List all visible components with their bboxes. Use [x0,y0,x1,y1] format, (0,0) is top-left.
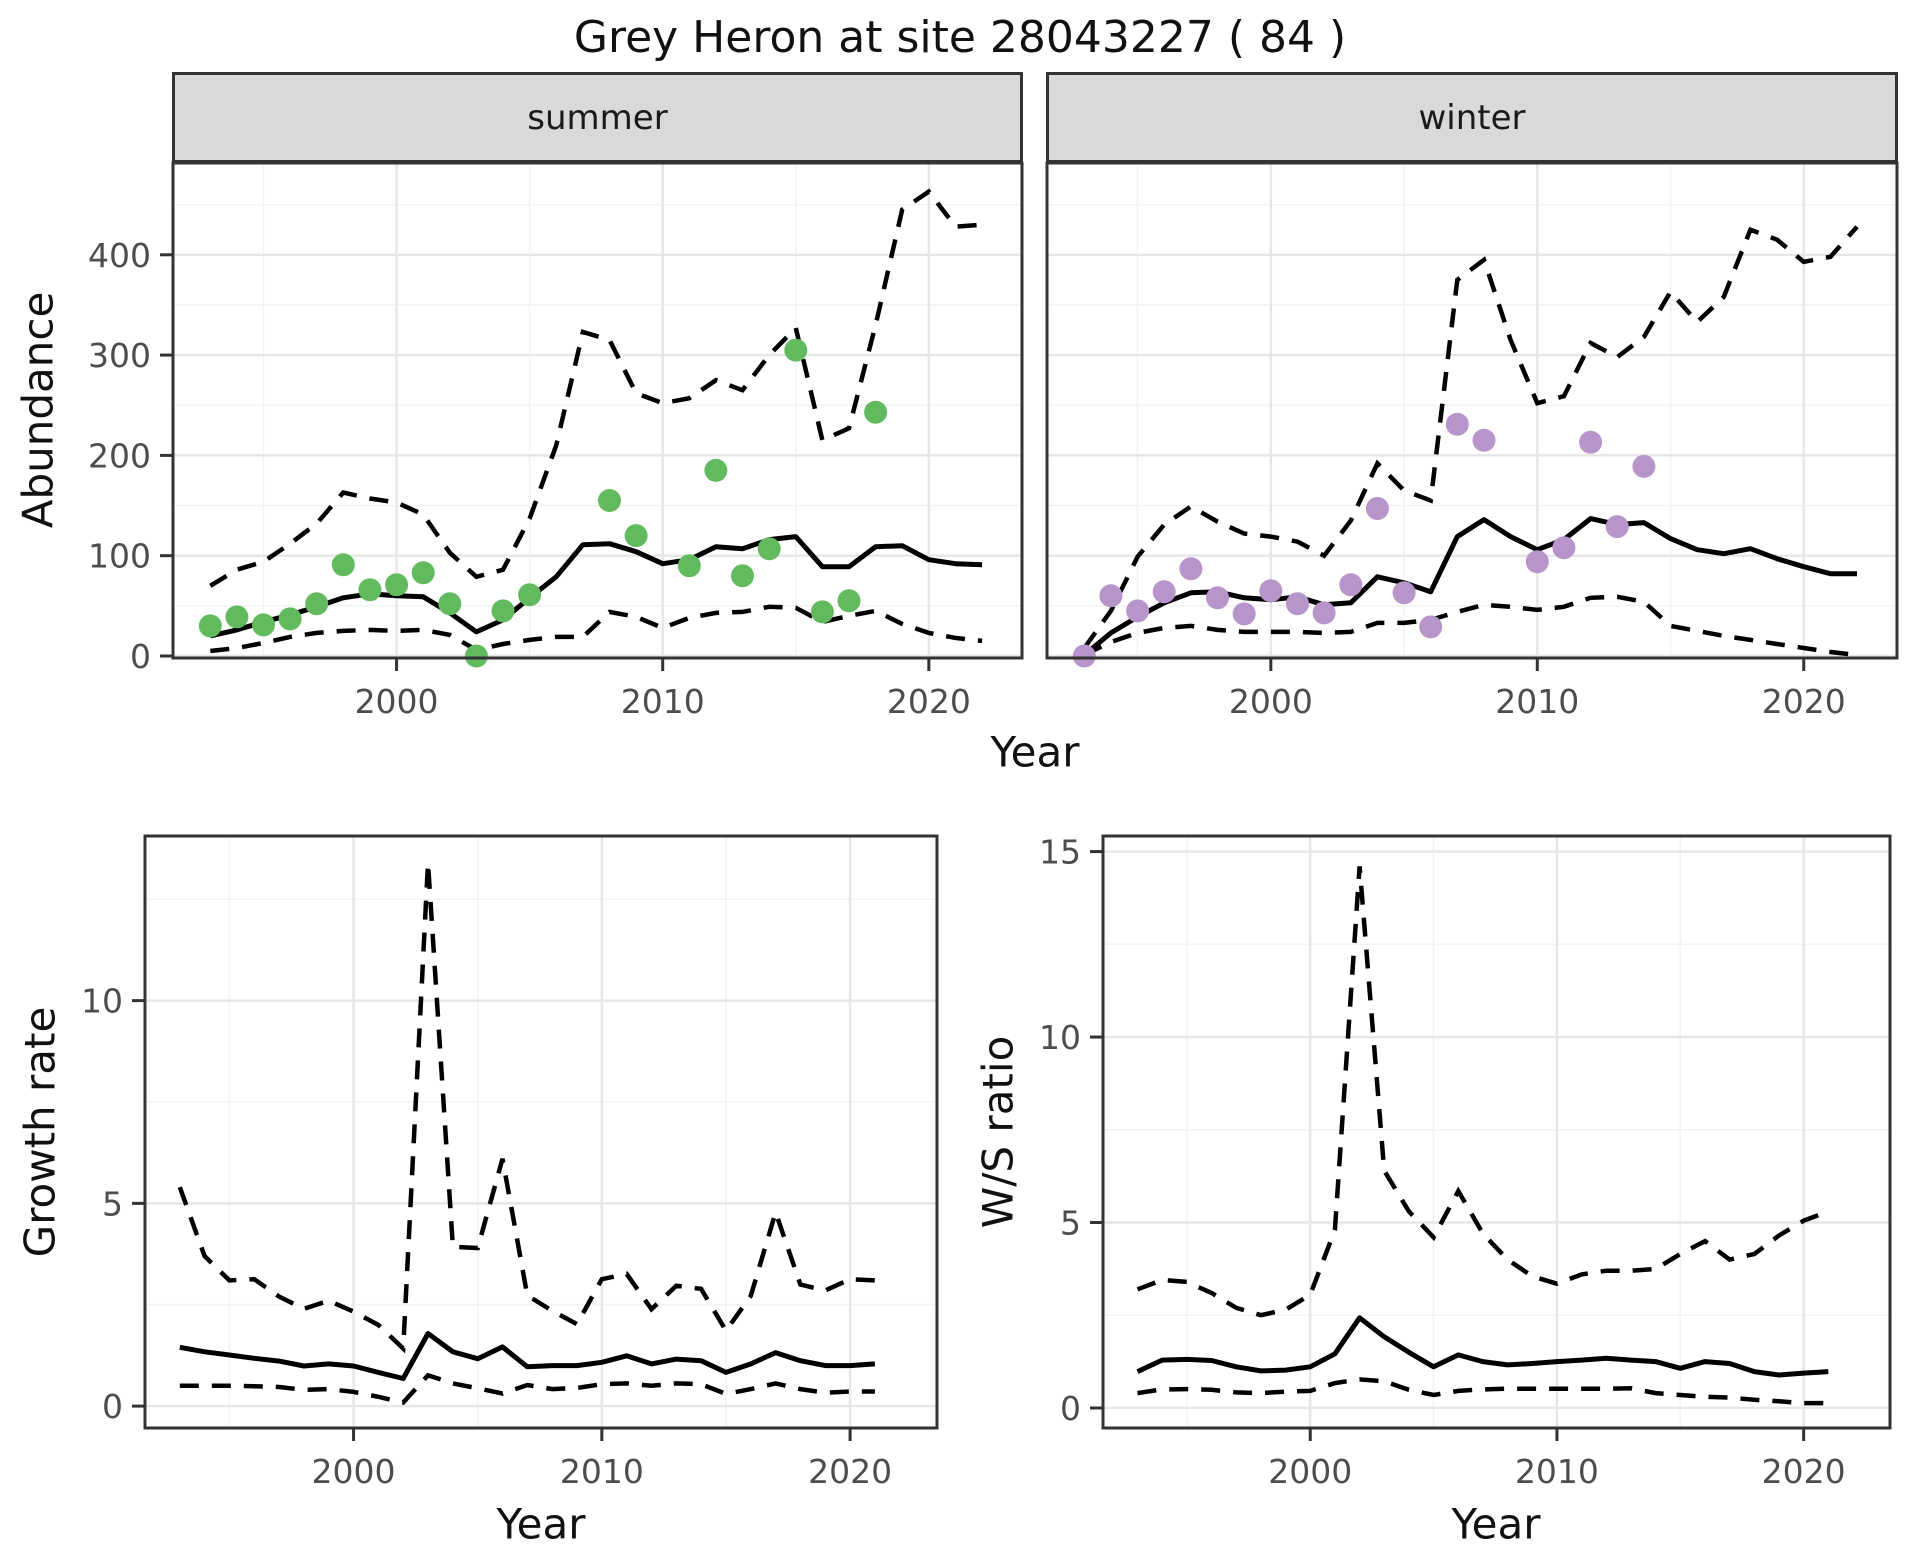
x-tick-label: 2010 [560,1452,644,1491]
panel-border [143,834,939,1430]
data-point [864,400,888,424]
data-point [1445,412,1469,436]
data-point [1472,428,1496,452]
data-point [1605,515,1629,539]
data-point [1206,586,1229,610]
ci-lower-line [1137,1377,1829,1406]
data-point [810,600,834,624]
data-point [1365,497,1389,520]
data-point [784,338,808,362]
panel-ws-ratio: 2000 2010 2020 0 5 10 15 [1039,833,1892,1491]
facet-strip-winter-label: winter [1418,97,1526,138]
data-point [305,592,329,616]
data-point [1419,615,1443,639]
data-point [1392,581,1416,605]
data-point [624,524,648,548]
y-axis-title-growth-rate: Growth rate [15,1006,65,1258]
data-point [278,607,302,631]
x-tick-label: 2010 [1495,682,1579,721]
y-tick-label: 10 [1039,1018,1081,1057]
y-tick-label: 0 [130,637,151,676]
data-point [1579,430,1603,454]
data-point [491,599,515,623]
data-point [411,561,435,585]
panel-abundance-summer: 2000 2010 2020 0 100 200 300 400 [88,161,1024,721]
data-point [225,605,249,629]
y-axis-title-ws-ratio: W/S ratio [973,1035,1023,1229]
data-point [677,554,701,578]
fitted-line [209,534,983,639]
data-point [1259,579,1283,603]
y-tick-label: 400 [88,236,151,275]
data-point [1632,454,1656,478]
y-tick-label: 0 [1060,1389,1081,1428]
ci-upper-line [209,188,983,588]
panel-border [1045,161,1899,660]
x-tick-label: 2020 [808,1452,892,1491]
data-point [598,489,621,512]
facet-strip-winter: winter [1046,72,1898,163]
data-point [518,583,542,607]
x-tick-label: 2010 [621,682,705,721]
x-axis-title-year-top: Year [990,727,1080,777]
data-point [252,613,275,637]
y-tick-label: 15 [1039,833,1081,872]
data-point [438,592,462,616]
figure-title: Grey Heron at site 28043227 ( 84 ) [573,12,1347,63]
data-point [331,553,355,577]
panel-growth-rate: 2000 2010 2020 0 5 10 [81,834,939,1491]
data-point [1286,592,1309,616]
y-tick-label: 5 [1060,1204,1081,1243]
ci-upper-line [1082,225,1859,650]
ci-lower-line [210,604,983,654]
data-point [1312,601,1336,625]
x-tick-label: 2000 [1229,682,1313,721]
x-tick-label: 2000 [355,682,439,721]
data-point [358,578,382,602]
y-tick-label: 5 [102,1184,123,1223]
data-point [1126,599,1150,623]
y-tick-label: 0 [102,1387,123,1426]
panel-border [1101,834,1892,1430]
x-tick-label: 2010 [1515,1452,1599,1491]
x-tick-label: 2020 [1762,1452,1846,1491]
facet-strip-summer: summer [172,72,1023,163]
fitted-line [179,1331,876,1381]
data-point [704,458,728,482]
panel-border [171,161,1024,660]
data-point [1179,557,1203,581]
x-axis-title-year-growth: Year [496,1499,586,1549]
data-point [1152,580,1176,604]
x-tick-label: 2020 [887,682,971,721]
y-tick-label: 10 [81,982,123,1021]
ci-lower-line [179,1372,875,1405]
data-point [198,614,222,638]
data-point [385,573,409,597]
data-point [1339,573,1363,597]
data-point [1072,644,1096,668]
fitted-line [1136,1315,1829,1378]
y-tick-label: 200 [88,436,151,475]
data-point [1525,550,1549,574]
data-point [757,537,781,561]
facet-strip-summer-label: summer [527,97,668,138]
ci-lower-line [1083,594,1858,658]
x-axis-title-year-ws: Year [1451,1499,1541,1549]
x-tick-label: 2020 [1762,682,1846,721]
data-point [731,564,754,588]
data-point [837,589,861,613]
y-tick-label: 300 [88,336,151,375]
x-tick-label: 2000 [312,1452,396,1491]
data-point [1232,602,1256,626]
y-axis-title-abundance: Abundance [13,291,63,529]
panel-abundance-winter: 2000 2010 2020 [1045,161,1899,721]
data-point [1552,536,1576,560]
y-tick-label: 100 [88,537,151,576]
data-point [1099,584,1123,608]
data-point [464,644,488,668]
x-tick-label: 2000 [1268,1452,1352,1491]
